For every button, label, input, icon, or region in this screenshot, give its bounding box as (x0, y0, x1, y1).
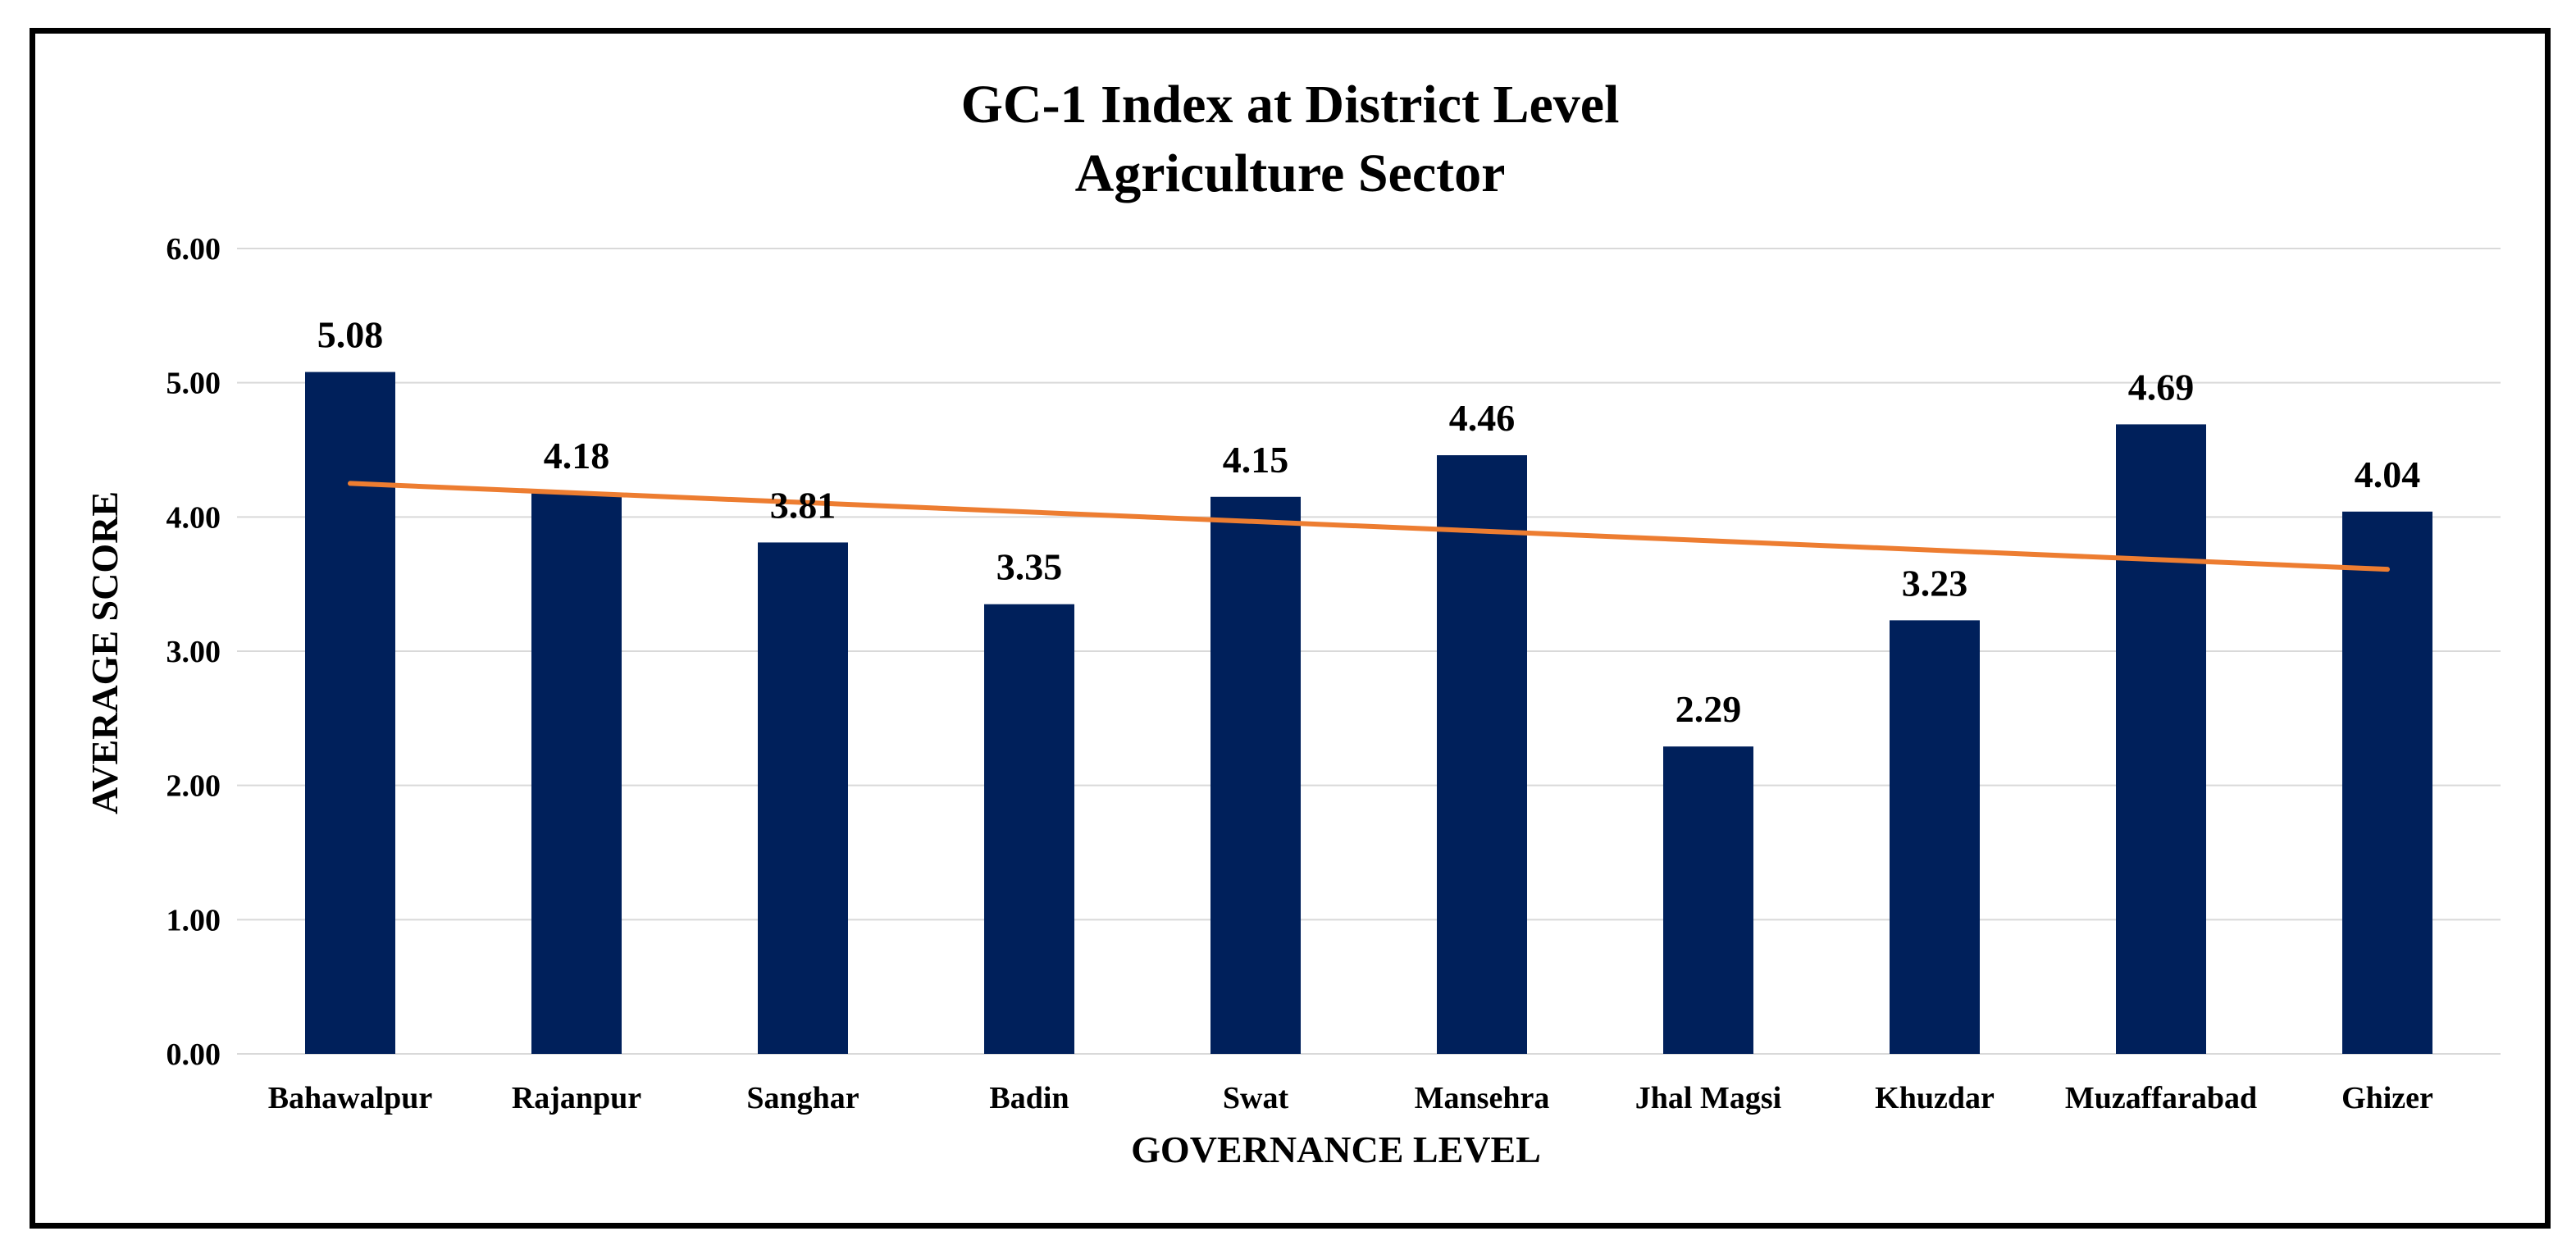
data-labels: 5.08 4.18 3.81 3.35 4.15 4.46 2.29 3.23 4.69 4.04 (317, 314, 2421, 731)
x-tick-label-7: Khuzdar (1875, 1081, 1995, 1115)
y-tick-label-2: 2.00 (166, 769, 221, 804)
data-label-7: 3.23 (1902, 562, 1968, 604)
bar-ghizer (2342, 511, 2432, 1054)
chart-frame: GC-1 Index at District Level Agriculture… (30, 28, 2551, 1229)
chart-subtitle: Agriculture Sector (1075, 144, 1506, 203)
data-label-9: 4.04 (2355, 454, 2421, 495)
data-label-2: 3.81 (770, 484, 837, 526)
x-axis-title: GOVERNANCE LEVEL (1131, 1129, 1541, 1170)
y-axis-title: AVERAGE SCORE (84, 491, 125, 814)
x-tick-label-5: Mansehra (1415, 1081, 1550, 1115)
bar-muzaffarabad (2116, 424, 2206, 1054)
x-tick-label-6: Jhal Magsi (1635, 1081, 1781, 1115)
x-tick-label-2: Sanghar (746, 1081, 859, 1115)
x-tick-label-1: Rajanpur (512, 1081, 641, 1115)
y-tick-label-3: 3.00 (166, 635, 221, 669)
x-tick-label-4: Swat (1223, 1081, 1289, 1115)
data-label-8: 4.69 (2128, 366, 2195, 408)
data-label-6: 2.29 (1676, 688, 1742, 730)
trendline-group (348, 481, 2390, 572)
y-tick-label-6: 6.00 (166, 232, 221, 267)
y-tick-label-1: 1.00 (166, 903, 221, 937)
data-label-3: 3.35 (996, 546, 1063, 588)
trendline (348, 481, 2390, 572)
bars (305, 372, 2432, 1054)
x-tick-label-9: Ghizer (2341, 1081, 2433, 1115)
bar-jhal-magsi (1663, 746, 1753, 1054)
data-label-5: 4.46 (1449, 397, 1516, 439)
x-tick-label-0: Bahawalpur (268, 1081, 433, 1115)
bar-mansehra (1437, 455, 1527, 1054)
data-label-4: 4.15 (1223, 439, 1289, 481)
x-tick-label-3: Badin (989, 1081, 1069, 1115)
bar-sanghar (758, 542, 848, 1054)
bar-swat (1210, 496, 1301, 1054)
bar-khuzdar (1890, 620, 1980, 1054)
bar-badin (984, 604, 1074, 1054)
y-tick-label-5: 5.00 (166, 367, 221, 401)
y-axis-ticks: 0.00 1.00 2.00 3.00 4.00 5.00 6.00 (166, 232, 221, 1072)
y-tick-label-4: 4.00 (166, 500, 221, 535)
data-label-0: 5.08 (317, 314, 384, 356)
x-tick-label-8: Muzaffarabad (2065, 1081, 2257, 1115)
bar-rajanpur (531, 492, 622, 1054)
x-axis-ticks: Bahawalpur Rajanpur Sanghar Badin Swat Manseh… (268, 1081, 2433, 1115)
y-tick-label-0: 0.00 (166, 1037, 221, 1072)
bar-chart: GC-1 Index at District Level Agriculture… (84, 75, 2501, 1170)
bar-bahawalpur (305, 372, 395, 1054)
data-label-1: 4.18 (544, 435, 610, 477)
chart-title: GC-1 Index at District Level (961, 75, 1620, 135)
